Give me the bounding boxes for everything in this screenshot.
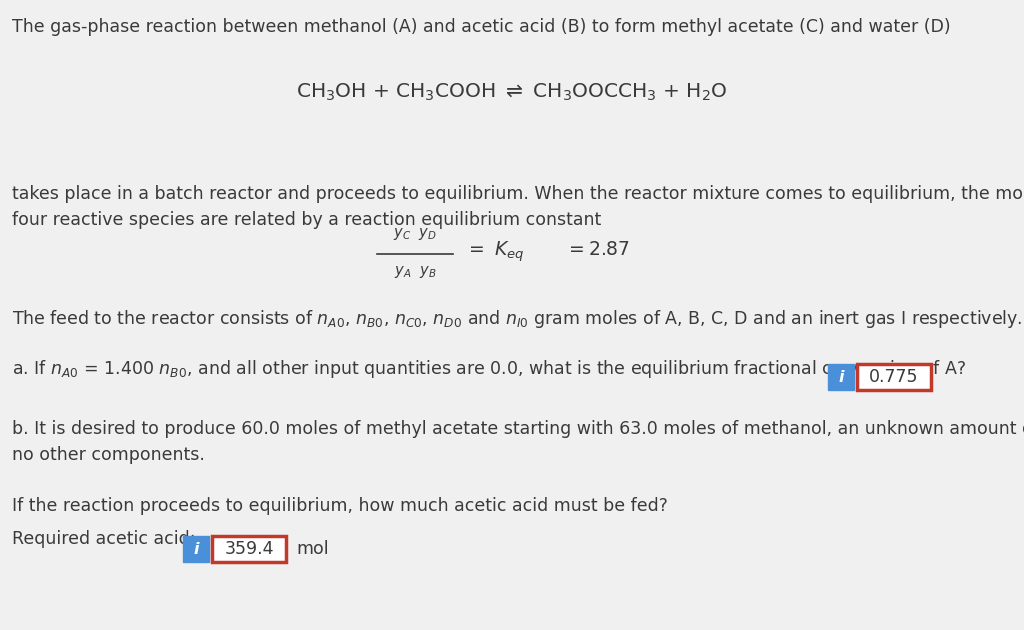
Text: If the reaction proceeds to equilibrium, how much acetic acid must be fed?: If the reaction proceeds to equilibrium,…	[12, 497, 668, 515]
Text: CH$_3$OH + CH$_3$COOH $\rightleftharpoons$ CH$_3$OOCCH$_3$ + H$_2$O: CH$_3$OH + CH$_3$COOH $\rightleftharpoon…	[296, 82, 728, 103]
Text: $=\ K_{eq}$       $= 2.87$: $=\ K_{eq}$ $= 2.87$	[465, 240, 630, 264]
Text: b. It is desired to produce 60.0 moles of methyl acetate starting with 63.0 mole: b. It is desired to produce 60.0 moles o…	[12, 420, 1024, 464]
Text: a. If $n_{A0}$ = 1.400 $n_{B0}$, and all other input quantities are 0.0, what is: a. If $n_{A0}$ = 1.400 $n_{B0}$, and all…	[12, 358, 966, 380]
Text: The gas-phase reaction between methanol (A) and acetic acid (B) to form methyl a: The gas-phase reaction between methanol …	[12, 18, 950, 36]
FancyBboxPatch shape	[828, 364, 854, 390]
Text: takes place in a batch reactor and proceeds to equilibrium. When the reactor mix: takes place in a batch reactor and proce…	[12, 185, 1024, 229]
Text: Required acetic acid:: Required acetic acid:	[12, 530, 196, 548]
Text: i: i	[839, 370, 844, 384]
Text: i: i	[194, 542, 199, 556]
Text: $y_C$  $y_D$: $y_C$ $y_D$	[393, 226, 437, 242]
Text: 359.4: 359.4	[224, 540, 273, 558]
Text: 0.775: 0.775	[869, 368, 919, 386]
Text: mol: mol	[296, 540, 329, 558]
Text: $y_A$  $y_B$: $y_A$ $y_B$	[393, 264, 436, 280]
FancyBboxPatch shape	[857, 364, 931, 390]
FancyBboxPatch shape	[183, 536, 209, 562]
Text: The feed to the reactor consists of $n_{A0}$, $n_{B0}$, $n_{C0}$, $n_{D0}$ and $: The feed to the reactor consists of $n_{…	[12, 308, 1023, 330]
FancyBboxPatch shape	[212, 536, 286, 562]
